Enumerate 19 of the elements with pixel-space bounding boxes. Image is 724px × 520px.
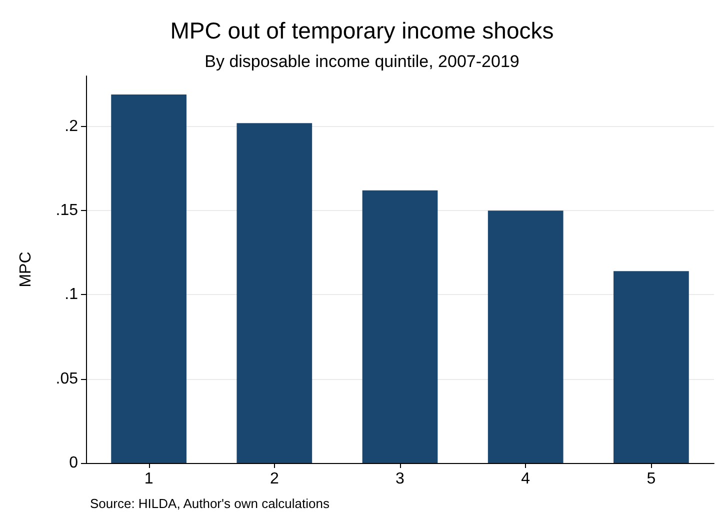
chart-title: MPC out of temporary income shocks bbox=[170, 18, 554, 44]
source-note: Source: HILDA, Author's own calculations bbox=[90, 496, 330, 511]
x-tick-label: 5 bbox=[646, 470, 656, 488]
x-tick-label: 3 bbox=[396, 470, 405, 488]
x-tick-label: 4 bbox=[521, 470, 530, 488]
y-tick-label: .2 bbox=[64, 118, 78, 135]
x-tick-label: 2 bbox=[270, 470, 279, 488]
y-tick-label: .05 bbox=[56, 370, 78, 388]
y-axis-title: MPC bbox=[18, 252, 34, 288]
y-tick-label: .15 bbox=[56, 202, 78, 220]
bar bbox=[488, 210, 564, 463]
bar bbox=[614, 271, 689, 463]
y-tick-label: .1 bbox=[64, 286, 78, 304]
x-tick-label: 1 bbox=[144, 470, 154, 488]
bar bbox=[362, 190, 438, 463]
bar bbox=[111, 94, 186, 463]
y-tick-label: 0 bbox=[69, 454, 78, 472]
bar bbox=[236, 123, 312, 463]
chart-subtitle: By disposable income quintile, 2007-2019 bbox=[204, 52, 520, 71]
